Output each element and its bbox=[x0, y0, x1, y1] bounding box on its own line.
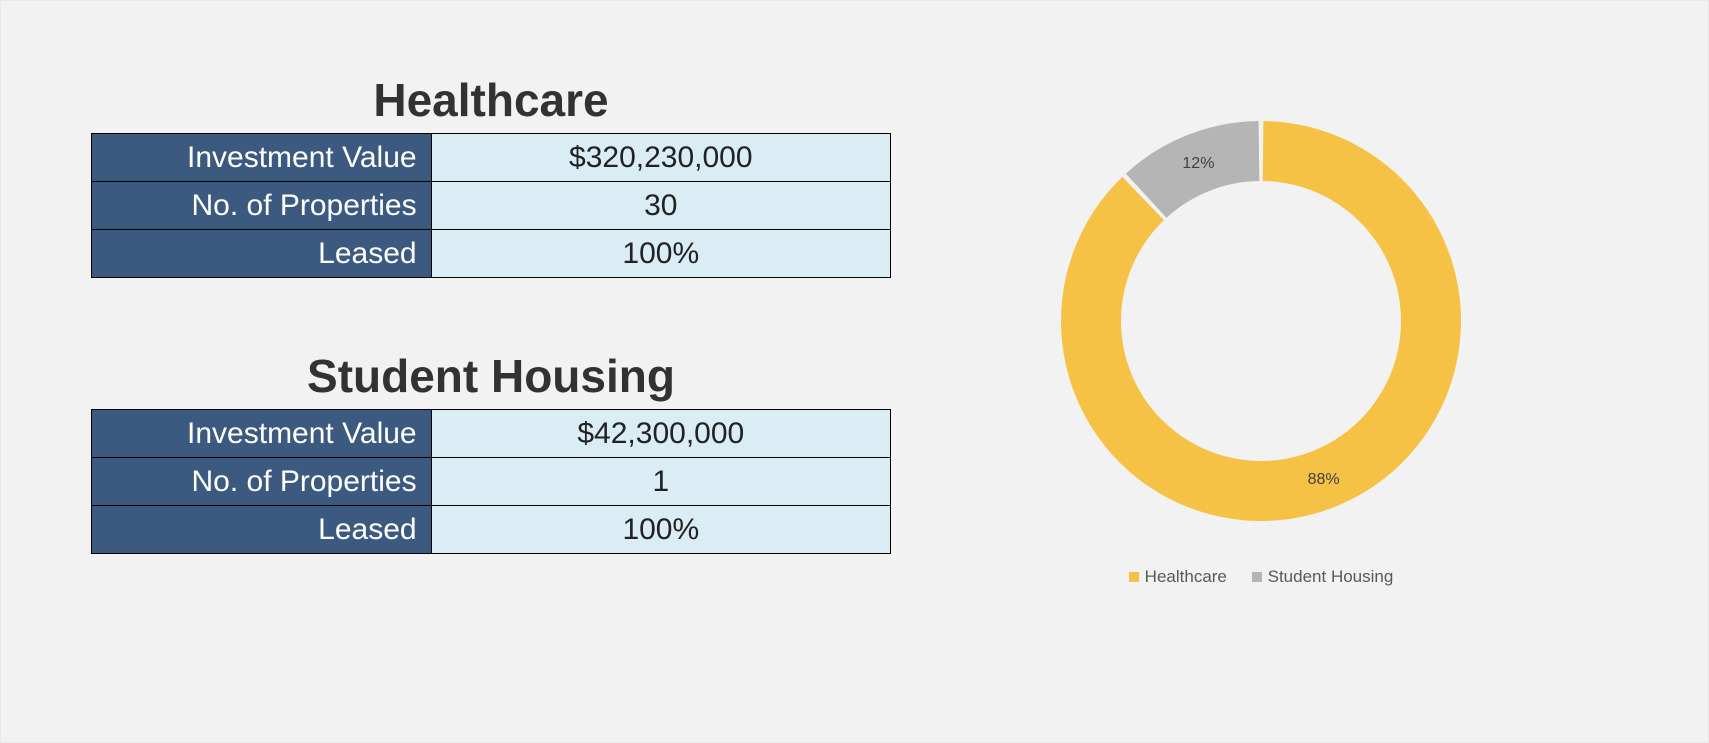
donut-slice bbox=[1061, 121, 1461, 521]
section-title-student-housing: Student Housing bbox=[91, 349, 891, 403]
legend-swatch bbox=[1129, 572, 1139, 582]
legend-swatch bbox=[1252, 572, 1262, 582]
table-row: No. of Properties 30 bbox=[92, 182, 891, 230]
legend-label: Healthcare bbox=[1145, 567, 1227, 587]
table-student-housing: Investment Value $42,300,000 No. of Prop… bbox=[91, 409, 891, 554]
section-healthcare: Healthcare Investment Value $320,230,000… bbox=[91, 73, 891, 278]
table-row: Investment Value $320,230,000 bbox=[92, 134, 891, 182]
row-value: 100% bbox=[431, 506, 890, 554]
row-value: $42,300,000 bbox=[431, 410, 890, 458]
table-row: Leased 100% bbox=[92, 230, 891, 278]
legend-item: Healthcare bbox=[1129, 567, 1227, 587]
donut-slice-label: 88% bbox=[1308, 471, 1340, 488]
table-row: No. of Properties 1 bbox=[92, 458, 891, 506]
donut-slice-label: 12% bbox=[1182, 155, 1214, 172]
row-value: 1 bbox=[431, 458, 890, 506]
row-label: Leased bbox=[92, 230, 432, 278]
row-label: Leased bbox=[92, 506, 432, 554]
table-row: Investment Value $42,300,000 bbox=[92, 410, 891, 458]
row-label: Investment Value bbox=[92, 410, 432, 458]
row-value: $320,230,000 bbox=[431, 134, 890, 182]
donut-chart: 88% 12% bbox=[1051, 111, 1471, 531]
row-label: No. of Properties bbox=[92, 458, 432, 506]
legend-label: Student Housing bbox=[1268, 567, 1394, 587]
row-value: 100% bbox=[431, 230, 890, 278]
row-label: Investment Value bbox=[92, 134, 432, 182]
chart-legend: Healthcare Student Housing bbox=[1041, 567, 1481, 587]
dashboard-canvas: Healthcare Investment Value $320,230,000… bbox=[0, 0, 1709, 743]
donut-chart-container: 88% 12% Healthcare Student Housing bbox=[1041, 111, 1481, 587]
section-title-healthcare: Healthcare bbox=[91, 73, 891, 127]
table-row: Leased 100% bbox=[92, 506, 891, 554]
row-value: 30 bbox=[431, 182, 890, 230]
row-label: No. of Properties bbox=[92, 182, 432, 230]
table-healthcare: Investment Value $320,230,000 No. of Pro… bbox=[91, 133, 891, 278]
section-student-housing: Student Housing Investment Value $42,300… bbox=[91, 349, 891, 554]
legend-item: Student Housing bbox=[1252, 567, 1394, 587]
